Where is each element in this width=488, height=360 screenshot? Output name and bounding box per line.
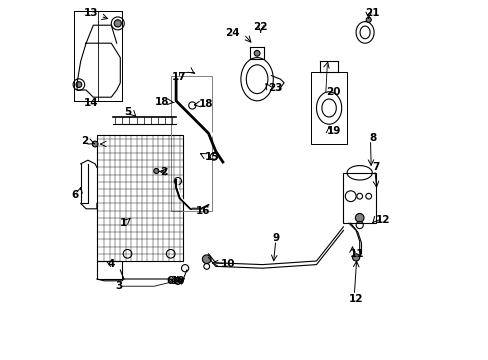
- Circle shape: [352, 254, 359, 261]
- Text: 9: 9: [272, 233, 279, 243]
- Text: 12: 12: [348, 294, 363, 304]
- Text: 14: 14: [84, 98, 99, 108]
- Text: 10: 10: [170, 276, 185, 286]
- Circle shape: [202, 255, 211, 264]
- Circle shape: [92, 141, 98, 147]
- Text: 2: 2: [160, 167, 167, 177]
- Text: 15: 15: [204, 152, 219, 162]
- Circle shape: [355, 213, 363, 222]
- Circle shape: [174, 277, 181, 284]
- Text: 21: 21: [365, 8, 379, 18]
- Text: 12: 12: [375, 215, 389, 225]
- Bar: [97, 261, 122, 279]
- Text: 18: 18: [198, 99, 212, 109]
- Text: 24: 24: [224, 28, 239, 38]
- Text: 6: 6: [71, 190, 78, 200]
- Bar: [97, 135, 183, 261]
- Text: 4: 4: [107, 258, 115, 269]
- Circle shape: [366, 17, 370, 22]
- Text: 3: 3: [115, 281, 122, 291]
- Text: 10: 10: [221, 258, 235, 269]
- Text: 20: 20: [325, 87, 340, 97]
- Circle shape: [76, 82, 81, 87]
- Text: 23: 23: [267, 83, 282, 93]
- Circle shape: [254, 50, 260, 56]
- Text: 19: 19: [326, 126, 340, 136]
- Text: 6: 6: [165, 276, 173, 286]
- Text: 18: 18: [154, 96, 168, 107]
- Bar: [310, 72, 346, 144]
- Text: 1: 1: [120, 218, 127, 228]
- Text: 5: 5: [123, 107, 131, 117]
- Text: 8: 8: [369, 132, 376, 143]
- Circle shape: [114, 20, 121, 27]
- Text: 22: 22: [253, 22, 267, 32]
- Bar: [343, 173, 375, 223]
- Bar: [170, 76, 212, 211]
- Text: 13: 13: [83, 8, 98, 18]
- Text: 17: 17: [171, 72, 186, 82]
- Text: 2: 2: [81, 136, 88, 147]
- Text: 16: 16: [196, 206, 210, 216]
- Text: 11: 11: [349, 249, 364, 259]
- Bar: [73, 11, 122, 101]
- Text: 7: 7: [371, 162, 379, 172]
- Circle shape: [153, 168, 159, 174]
